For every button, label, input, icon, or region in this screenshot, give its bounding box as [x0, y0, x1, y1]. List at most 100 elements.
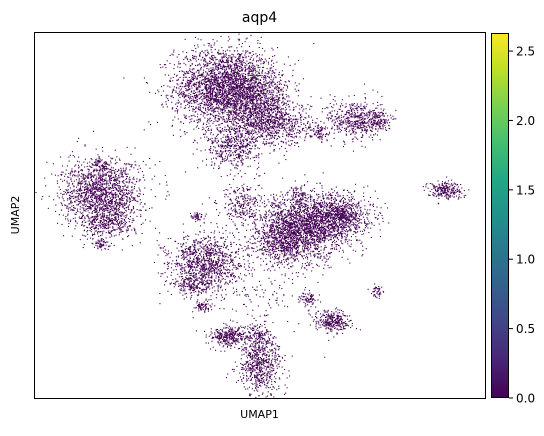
cell-point: [242, 94, 244, 96]
cell-point: [245, 145, 247, 147]
cell-point: [243, 137, 245, 139]
cell-point: [327, 107, 329, 109]
cell-point: [280, 112, 282, 114]
cell-point: [216, 85, 218, 87]
cell-point: [218, 112, 220, 114]
cell-point: [190, 81, 192, 83]
cell-point: [260, 102, 262, 104]
cell-point: [225, 56, 227, 58]
cell-point: [239, 117, 241, 119]
cell-point: [229, 46, 231, 48]
cell-point: [348, 120, 350, 122]
cell-point: [227, 143, 229, 145]
cell-point: [199, 98, 201, 100]
cell-point: [215, 77, 217, 79]
cell-point: [227, 109, 229, 111]
cell-point: [259, 72, 261, 74]
cell-point: [199, 63, 201, 65]
cell-point: [207, 51, 209, 53]
cell-point: [242, 86, 244, 88]
cell-point: [219, 131, 221, 133]
cell-point: [204, 55, 206, 57]
cell-point: [237, 73, 239, 75]
cell-point: [252, 74, 254, 76]
cell-point: [320, 97, 322, 99]
cell-point: [270, 143, 272, 145]
cell-point: [240, 119, 242, 121]
cell-point: [217, 79, 219, 81]
cell-point: [231, 85, 233, 87]
cell-point: [282, 116, 284, 118]
cell-point: [214, 95, 216, 97]
cell-point: [216, 152, 218, 154]
cell-point: [200, 137, 202, 139]
cell-point: [271, 120, 273, 122]
cell-point: [379, 121, 381, 123]
cell-point: [185, 56, 187, 58]
cell-point: [217, 66, 219, 68]
cell-point: [232, 86, 234, 88]
cell-point: [278, 126, 280, 128]
cell-point: [217, 51, 219, 53]
cell-point: [369, 109, 371, 111]
cell-point: [213, 157, 215, 159]
cell-point: [286, 150, 288, 152]
cell-point: [285, 134, 287, 136]
cell-point: [245, 157, 247, 159]
cell-point: [203, 122, 205, 124]
cell-point: [211, 97, 213, 99]
cell-point: [262, 141, 264, 143]
cell-point: [365, 132, 367, 134]
cell-point: [264, 122, 266, 124]
cell-point: [252, 106, 254, 108]
cell-point: [187, 95, 189, 97]
cell-point: [361, 122, 363, 124]
cell-point: [233, 75, 235, 77]
cell-point: [216, 158, 218, 160]
cell-point: [275, 105, 277, 107]
cell-point: [239, 99, 241, 101]
cell-point: [347, 116, 349, 118]
cell-point: [192, 71, 194, 73]
cell-point: [269, 91, 271, 93]
cell-point: [258, 148, 260, 150]
cell-point: [286, 84, 288, 86]
cell-point: [345, 113, 347, 115]
cell-point: [351, 121, 353, 123]
cell-point: [229, 74, 231, 76]
cell-point: [226, 100, 228, 102]
cell-point: [256, 107, 258, 109]
cell-point: [235, 136, 237, 138]
cell-point: [258, 153, 260, 155]
cell-point: [236, 71, 238, 73]
cell-point: [202, 112, 204, 114]
cell-point: [221, 146, 223, 148]
cell-point: [227, 94, 229, 96]
cell-point: [273, 116, 275, 118]
cell-point: [194, 45, 196, 47]
cell-point: [219, 73, 221, 75]
cell-point: [244, 98, 246, 100]
cell-point: [229, 110, 231, 112]
cell-point: [212, 89, 214, 91]
cell-point: [249, 100, 251, 102]
cell-point: [198, 90, 200, 92]
cell-point: [265, 80, 267, 82]
cell-point: [250, 95, 252, 97]
cell-point: [255, 157, 257, 159]
cell-point: [271, 116, 273, 118]
cell-point: [232, 78, 234, 80]
cell-point: [347, 125, 349, 127]
cell-point: [217, 133, 219, 135]
cell-point: [246, 91, 248, 93]
cell-point: [207, 79, 209, 81]
cell-point: [334, 110, 336, 112]
cell-point: [242, 50, 244, 52]
cell-point: [288, 144, 290, 146]
cell-point: [246, 144, 248, 146]
cell-point: [231, 75, 233, 77]
cell-point: [228, 131, 230, 133]
cell-point: [275, 131, 277, 133]
cell-point: [224, 155, 226, 157]
cell-point: [344, 129, 346, 131]
